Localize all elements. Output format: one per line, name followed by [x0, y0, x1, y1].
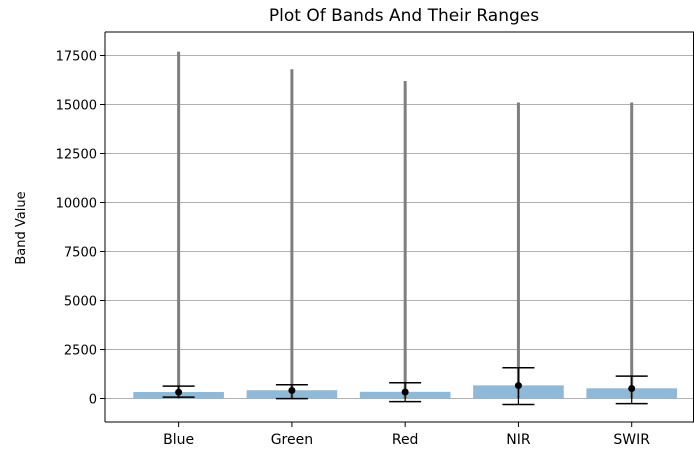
range-layer [177, 51, 634, 399]
mean-marker [288, 386, 296, 394]
mean-marker [175, 388, 183, 396]
y-tick-label: 10000 [56, 197, 97, 212]
mean-marker [628, 384, 636, 392]
x-tick-label: Red [392, 432, 419, 448]
y-tick-label: 7500 [64, 245, 97, 260]
grid-layer [105, 55, 694, 399]
ticks-layer: 0 2500 5000 7500 10000 12500 15000 17500 Blue Gre… [56, 50, 651, 448]
y-tick-label: 0 [89, 392, 97, 407]
y-tick-label: 2500 [64, 343, 97, 358]
y-tick-label: 15000 [56, 99, 97, 114]
y-axis-label: Band Value [14, 191, 29, 264]
chart-title: Plot Of Bands And Their Ranges [269, 6, 539, 26]
mean-marker [514, 382, 522, 390]
mean-marker [401, 388, 409, 396]
error-layer [162, 366, 648, 406]
y-tick-label: 5000 [64, 294, 97, 309]
x-tick-label: SWIR [613, 432, 650, 448]
x-tick-label: NIR [506, 432, 531, 448]
y-tick-label: 17500 [56, 50, 97, 65]
x-tick-label: Green [271, 432, 313, 448]
y-tick-label: 12500 [56, 148, 97, 163]
x-tick-label: Blue [163, 432, 194, 448]
axes-layer [104, 31, 694, 423]
